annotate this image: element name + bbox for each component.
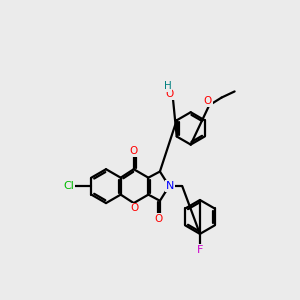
Text: O: O	[154, 214, 163, 224]
Text: F: F	[197, 245, 203, 255]
Text: O: O	[130, 203, 139, 214]
Text: O: O	[203, 96, 212, 106]
Text: H: H	[164, 81, 172, 91]
Text: O: O	[130, 146, 138, 157]
Text: Cl: Cl	[64, 181, 74, 191]
Text: N: N	[166, 181, 174, 191]
Text: O: O	[166, 89, 174, 99]
